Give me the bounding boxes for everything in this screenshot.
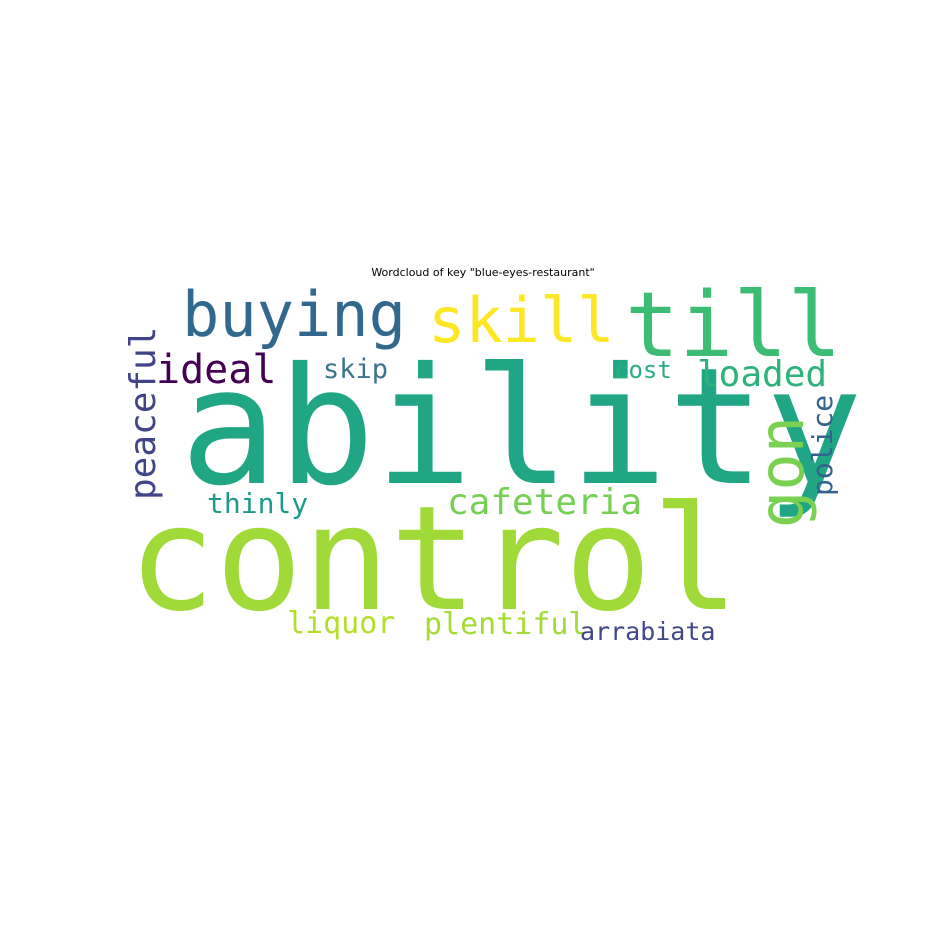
word-peaceful: peaceful — [123, 327, 164, 500]
chart-title: Wordcloud of key "blue-eyes-restaurant" — [371, 266, 595, 279]
word-gon: gon — [745, 416, 818, 528]
word-buying: buying — [182, 278, 406, 351]
word-plentiful: plentiful — [424, 607, 587, 642]
word-till: till — [625, 273, 842, 378]
word-thinly: thinly — [207, 487, 308, 520]
word-loaded: loaded — [697, 354, 827, 395]
word-control: control — [128, 475, 739, 644]
word-skill: skill — [428, 284, 615, 357]
word-liquor: liquor — [287, 606, 395, 641]
word-ideal: ideal — [156, 347, 276, 393]
word-cost: cost — [614, 356, 672, 384]
word-police: police — [806, 395, 839, 496]
word-ability: ability — [180, 334, 863, 522]
word-skip: skip — [323, 354, 388, 385]
word-cafeteria: cafeteria — [447, 482, 642, 523]
word-arrabiata: arrabiata — [580, 617, 715, 646]
